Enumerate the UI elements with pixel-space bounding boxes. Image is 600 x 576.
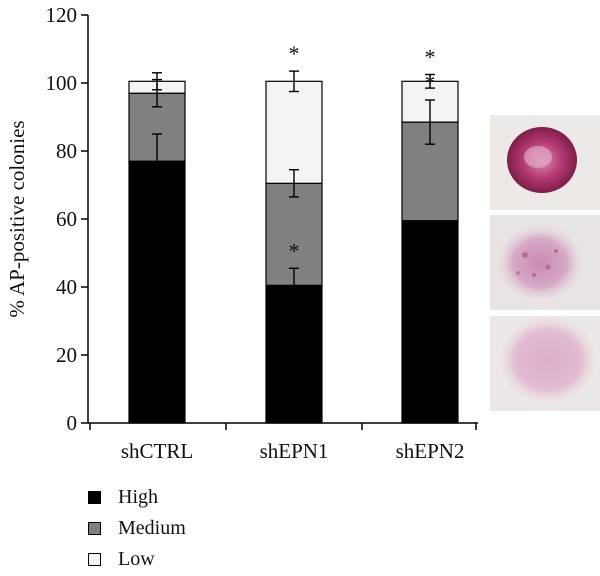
y-tick-label: 20: [56, 343, 77, 367]
y-tick-label: 120: [46, 3, 78, 27]
legend-label-medium: Medium: [118, 517, 186, 539]
significance-asterisk: *: [425, 45, 436, 70]
legend-swatch-medium: [88, 522, 101, 535]
y-axis-label: % AP-positive colonies: [5, 120, 29, 317]
x-category-label: shEPN1: [260, 439, 329, 463]
legend-item-high: High: [88, 482, 186, 513]
x-category-label: shEPN2: [396, 439, 465, 463]
y-tick-label: 0: [67, 411, 78, 435]
legend: High Medium Low: [88, 482, 186, 575]
bar-segment-low: [265, 80, 323, 184]
bar-segment-medium: [401, 121, 459, 222]
micrograph-low-colony: [490, 316, 600, 411]
legend-label-low: Low: [118, 548, 155, 570]
bar-segment-high: [401, 220, 459, 424]
legend-label-high: High: [118, 486, 158, 508]
significance-asterisk: *: [289, 41, 300, 66]
bar-segment-high: [128, 160, 186, 424]
legend-item-medium: Medium: [88, 513, 186, 544]
y-tick-label: 100: [46, 71, 78, 95]
y-tick-label: 80: [56, 139, 77, 163]
legend-swatch-low: [88, 553, 101, 566]
y-tick-label: 60: [56, 207, 77, 231]
x-category-label: shCTRL: [121, 439, 193, 463]
micrograph-medium-colony: [490, 215, 600, 310]
significance-asterisk: *: [289, 238, 300, 263]
bar-segment-high: [265, 284, 323, 424]
legend-item-low: Low: [88, 544, 186, 575]
legend-swatch-high: [88, 491, 101, 504]
significance-asterisk: *: [425, 70, 436, 95]
y-tick-label: 40: [56, 275, 77, 299]
micrograph-high-colony: [490, 115, 600, 210]
